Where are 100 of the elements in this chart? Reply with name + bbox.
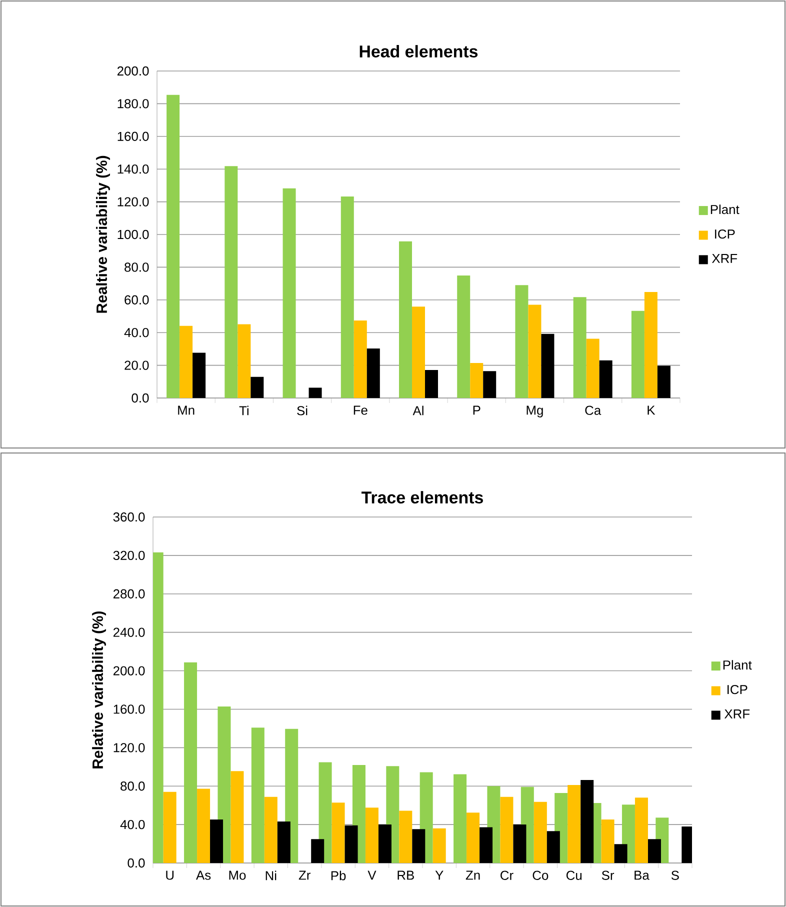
y-tick-label: 40.0 [120,820,145,830]
bar [318,762,332,863]
legend-label: ICP [728,684,748,694]
bar [238,324,251,398]
y-tick-label: 180.0 [118,99,149,108]
bar [631,310,644,398]
x-tick-label: S [671,870,679,880]
bar [432,828,446,863]
chart-title: Head elements [360,45,478,58]
y-tick-label: 80.0 [120,782,145,791]
bar [466,812,480,863]
x-tick-label: As [196,870,211,880]
x-tick-label: P [473,406,480,415]
y-tick-label: 240.0 [113,628,145,637]
legend-label: Plant [723,660,752,670]
x-tick-label: Sr [602,870,614,880]
bar [568,784,581,863]
bar [480,827,493,863]
y-axis-title: Realtive variability (%) [96,156,110,313]
y-tick-label: 100.0 [118,230,149,240]
x-tick-label: Mo [229,870,246,880]
bar [648,839,661,863]
x-tick-label: V [368,870,376,880]
y-tick-label: 40.0 [124,328,149,338]
x-tick-label: Pb [331,870,346,880]
bar [332,802,345,863]
bar [580,780,594,863]
y-tick-label: 140.0 [118,164,149,174]
x-tick-label: Al [412,406,424,416]
x-tick-label: RB [398,870,414,880]
bar [192,352,206,398]
y-tick-label: 0.0 [132,393,149,403]
bar [378,824,392,863]
bar [515,285,528,398]
bar [546,831,560,863]
bar [586,338,600,398]
legend-label: XRF [712,254,738,263]
bar [366,348,380,398]
y-tick-label: 120.0 [114,743,145,752]
bar [534,802,547,863]
x-tick-label: Zn [466,870,480,880]
y-tick-label: 280.0 [113,589,145,598]
bar [163,792,176,863]
x-tick-label: Ni [266,870,276,880]
bar [412,306,425,398]
y-tick-label: 20.0 [124,360,149,370]
bar [601,820,614,863]
bar [399,810,412,863]
bar [197,788,210,863]
y-axis-title: Relative variability (%) [92,611,106,768]
bar [657,366,670,398]
x-tick-label: Co [532,870,548,880]
bar [513,824,526,863]
x-tick-label: U [166,870,174,880]
y-tick-label: 160.0 [114,704,145,714]
bar [528,304,542,398]
x-tick-label: K [648,406,656,415]
x-tick-label: Fe [354,406,368,415]
y-tick-label: 360.0 [113,512,145,522]
x-tick-label: Ti [239,406,248,416]
bar [311,839,324,863]
x-tick-label: Y [435,870,444,880]
x-tick-label: Ba [634,870,650,880]
bar [500,796,514,863]
bar [224,166,238,398]
bar [251,728,264,863]
x-tick-label: Cu [566,870,582,880]
bar [573,297,586,398]
x-tick-label: Zr [298,870,310,880]
bar [250,376,264,398]
chart-title: Trace elements [361,491,483,504]
y-tick-label: 160.0 [118,132,149,141]
bar [634,798,648,863]
y-tick-label: 200.0 [113,666,145,676]
bar [180,326,193,398]
bar [454,774,467,863]
x-tick-label: Cr [500,870,514,880]
bar [412,829,426,863]
bar [425,370,438,398]
bar [166,94,180,398]
bar [541,334,554,398]
y-tick-label: 320.0 [113,550,145,560]
bar [277,821,290,863]
bar [344,825,358,863]
bar [399,241,412,398]
y-tick-label: 200.0 [117,66,149,76]
x-tick-label: Si [297,406,308,416]
bar [354,320,367,398]
y-tick-label: 0.0 [128,858,145,868]
bar [282,188,296,398]
x-tick-label: Mg [526,406,543,418]
legend-label: Plant [710,204,740,214]
bar [308,388,322,398]
bar [230,771,244,863]
y-tick-label: 80.0 [124,262,149,272]
bar [365,808,378,863]
bar [483,371,496,398]
legend-label: XRF [724,709,750,718]
y-tick-label: 120.0 [118,197,149,206]
bar [457,276,470,398]
